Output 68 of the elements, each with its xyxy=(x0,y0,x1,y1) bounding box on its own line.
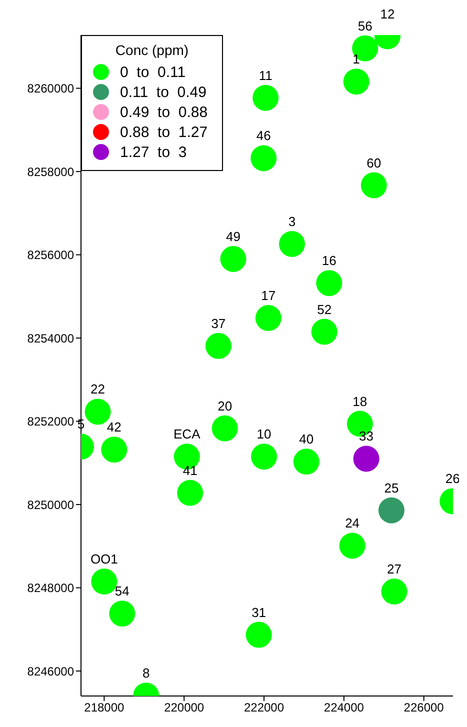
point xyxy=(352,35,378,62)
point xyxy=(311,318,338,345)
point xyxy=(360,172,387,198)
x-tick-label: 226000 xyxy=(404,700,444,715)
point xyxy=(252,84,279,111)
point xyxy=(316,270,342,296)
annotation: 52 xyxy=(317,302,332,317)
legend-label: 0 to 0.11 xyxy=(120,64,186,80)
annotation: ECA xyxy=(174,426,201,442)
y-tick-label: 8252000 xyxy=(27,414,74,429)
point xyxy=(293,448,320,475)
annotation: 31 xyxy=(252,604,266,620)
point xyxy=(109,600,136,627)
legend-label: 1.27 to 3 xyxy=(120,144,187,160)
annotation: OO1 xyxy=(90,552,118,567)
annotation: 24 xyxy=(345,516,360,531)
point xyxy=(91,568,118,595)
y-tick-label: 8248000 xyxy=(27,581,74,596)
annotation: 54 xyxy=(114,584,130,599)
point xyxy=(339,532,366,559)
x-tick-label: 218000 xyxy=(84,700,125,715)
annotation: 3 xyxy=(288,214,296,229)
point xyxy=(278,230,305,257)
point xyxy=(205,332,232,359)
annotation: 11 xyxy=(258,68,272,83)
annotation: 18 xyxy=(352,394,368,409)
point xyxy=(250,145,277,172)
point xyxy=(212,415,238,442)
legend-label: 0.11 to 0.49 xyxy=(120,84,206,100)
point xyxy=(381,578,408,605)
y-tick-label: 8260000 xyxy=(27,82,74,96)
annotation: 12 xyxy=(380,6,395,22)
annotation: 42 xyxy=(106,420,122,435)
annotation: 56 xyxy=(358,18,372,34)
point xyxy=(251,444,278,470)
annotation: 8 xyxy=(142,666,150,681)
annotation: 25 xyxy=(384,480,399,496)
point xyxy=(177,480,204,506)
annotation: 10 xyxy=(256,426,272,442)
annotation: 49 xyxy=(226,228,240,244)
annotation: 26 xyxy=(445,471,460,486)
annotation: 46 xyxy=(256,128,271,144)
legend-label: 0.49 to 0.88 xyxy=(120,104,208,120)
point xyxy=(353,446,380,472)
point xyxy=(255,305,282,332)
y-tick-label: 8254000 xyxy=(27,331,74,346)
annotation: 16 xyxy=(322,253,336,268)
annotation: 17 xyxy=(261,288,276,304)
y-tick-label: 8256000 xyxy=(27,248,74,262)
x-tick-label: 224000 xyxy=(324,700,364,715)
annotation: 60 xyxy=(366,155,382,170)
y-tick-label: 8258000 xyxy=(27,164,74,179)
x-tick-label: 222000 xyxy=(244,700,284,715)
point xyxy=(101,436,128,463)
y-tick-label: 8246000 xyxy=(27,664,74,678)
legend-title: Conc (ppm) xyxy=(114,42,190,58)
x-tick-label: 220000 xyxy=(164,700,204,715)
annotation: 40 xyxy=(299,432,314,447)
point xyxy=(246,622,272,648)
annotation: 27 xyxy=(387,562,402,577)
point xyxy=(378,497,404,524)
point xyxy=(343,68,370,95)
point xyxy=(220,246,246,272)
y-tick-label: 8250000 xyxy=(27,498,74,512)
annotation: 20 xyxy=(218,398,232,414)
annotation: 37 xyxy=(211,316,226,331)
annotation: 22 xyxy=(90,382,106,397)
legend-label: 0.88 to 1.27 xyxy=(120,124,208,140)
